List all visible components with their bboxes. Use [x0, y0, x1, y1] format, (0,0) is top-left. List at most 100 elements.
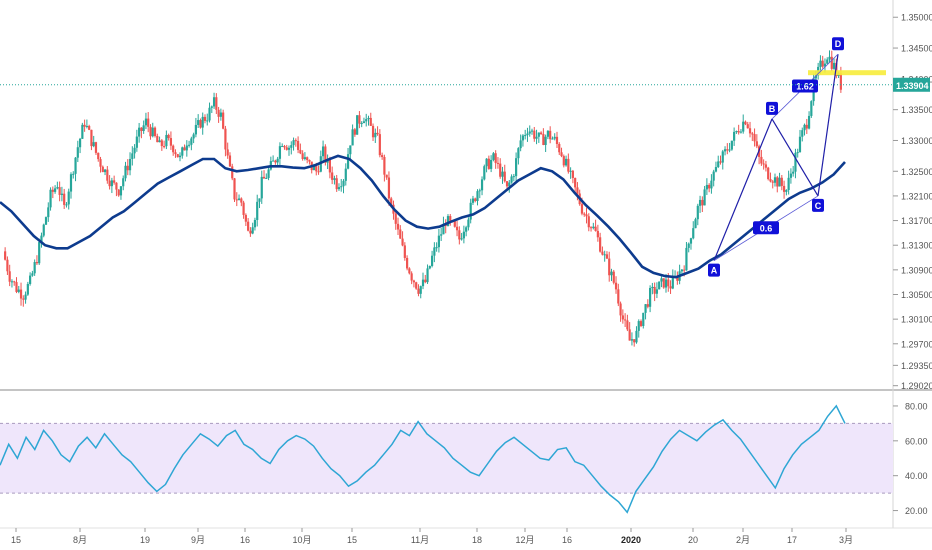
candle-body — [735, 131, 738, 133]
candle-body — [669, 286, 672, 289]
candle-body — [526, 133, 529, 136]
candle-body — [826, 59, 829, 64]
candle-body — [344, 168, 347, 181]
candle-body — [215, 97, 218, 110]
candle-body — [748, 128, 752, 134]
candle-body — [285, 147, 288, 150]
time-tick-label: 9月 — [191, 535, 205, 545]
candle-body — [251, 227, 254, 234]
candle-body — [476, 191, 479, 202]
candle-body — [796, 152, 799, 154]
candle-body — [798, 136, 802, 153]
candle-body — [469, 202, 472, 220]
candle-body — [417, 288, 420, 294]
candle-body — [17, 289, 20, 292]
candle-body — [249, 230, 252, 234]
candle-body — [435, 247, 438, 249]
candle-body — [803, 124, 806, 131]
ratio-label-ac: 0.6 — [760, 223, 773, 233]
candle-body — [585, 214, 588, 217]
candle-body — [560, 152, 563, 157]
pattern-point-d-badge — [832, 37, 844, 51]
candle-body — [739, 131, 743, 133]
candle-body — [321, 146, 325, 157]
candle-body — [10, 281, 14, 283]
candle-body — [742, 121, 745, 132]
time-tick-label: 16 — [240, 535, 250, 545]
candle-body — [594, 226, 597, 231]
candle-body — [555, 136, 559, 144]
candle-body — [462, 231, 465, 239]
candle-body — [467, 219, 470, 228]
candle-body — [219, 112, 222, 117]
candle-body — [119, 186, 123, 196]
candle-body — [730, 140, 733, 150]
time-tick-label: 15 — [11, 535, 21, 545]
candle-body — [596, 230, 599, 238]
candle-body — [698, 199, 702, 206]
candle-body — [658, 281, 661, 290]
candle-body — [403, 245, 406, 258]
candle-body — [212, 97, 216, 107]
candle-body — [58, 187, 61, 195]
candle-body — [721, 151, 724, 163]
candle-body — [692, 228, 695, 239]
candle-body — [576, 187, 579, 194]
candle-body — [569, 170, 572, 172]
candle-body — [446, 216, 450, 227]
candle-body — [794, 152, 797, 172]
candle-body — [687, 243, 690, 248]
candle-body — [203, 116, 207, 121]
candle-body — [778, 177, 781, 187]
candle-body — [764, 164, 768, 168]
candle-body — [676, 275, 679, 281]
candle-body — [308, 159, 311, 162]
candle-body — [299, 149, 302, 154]
candle-body — [51, 189, 54, 192]
time-tick-label: 10月 — [292, 535, 311, 545]
candle-body — [172, 145, 175, 153]
time-tick-label: 12月 — [515, 535, 534, 545]
candle-body — [492, 153, 495, 160]
candle-body — [24, 294, 27, 300]
moving-average-line — [0, 154, 846, 279]
candle-body — [483, 166, 486, 180]
candle-body — [290, 145, 293, 148]
pattern-leg-ab — [713, 118, 773, 261]
candle-body — [296, 140, 300, 150]
price-tick-label: 1.30500 — [901, 290, 932, 300]
candle-body — [733, 131, 736, 141]
candle-body — [776, 177, 779, 187]
candle-body — [185, 145, 188, 151]
candle-body — [292, 140, 295, 146]
candle-body — [814, 75, 817, 79]
candle-body — [333, 178, 336, 180]
candle-body — [337, 187, 341, 190]
candle-body — [510, 176, 513, 183]
pattern-point-d-label: D — [835, 39, 842, 49]
candle-body — [512, 176, 515, 178]
candle-body — [717, 161, 720, 168]
candle-body — [614, 282, 618, 290]
candle-body — [406, 257, 409, 269]
candle-body — [74, 157, 77, 174]
candle-body — [689, 238, 693, 244]
candle-body — [390, 198, 393, 205]
candle-body — [237, 198, 241, 201]
price-tick-label: 1.31700 — [901, 216, 932, 226]
price-tick-label: 1.29700 — [901, 339, 932, 349]
candle-body — [515, 158, 518, 177]
time-tick-label: 2020 — [621, 535, 641, 545]
candle-body — [496, 162, 500, 164]
candle-body — [810, 101, 813, 116]
candle-body — [771, 181, 774, 183]
candle-body — [110, 180, 113, 187]
time-tick-label: 2月 — [736, 535, 750, 545]
candle-body — [115, 182, 118, 190]
time-tick-label: 11月 — [411, 535, 429, 545]
candle-body — [22, 298, 25, 300]
candle-body — [828, 56, 831, 60]
candle-body — [617, 289, 620, 304]
candle-body — [108, 180, 111, 187]
